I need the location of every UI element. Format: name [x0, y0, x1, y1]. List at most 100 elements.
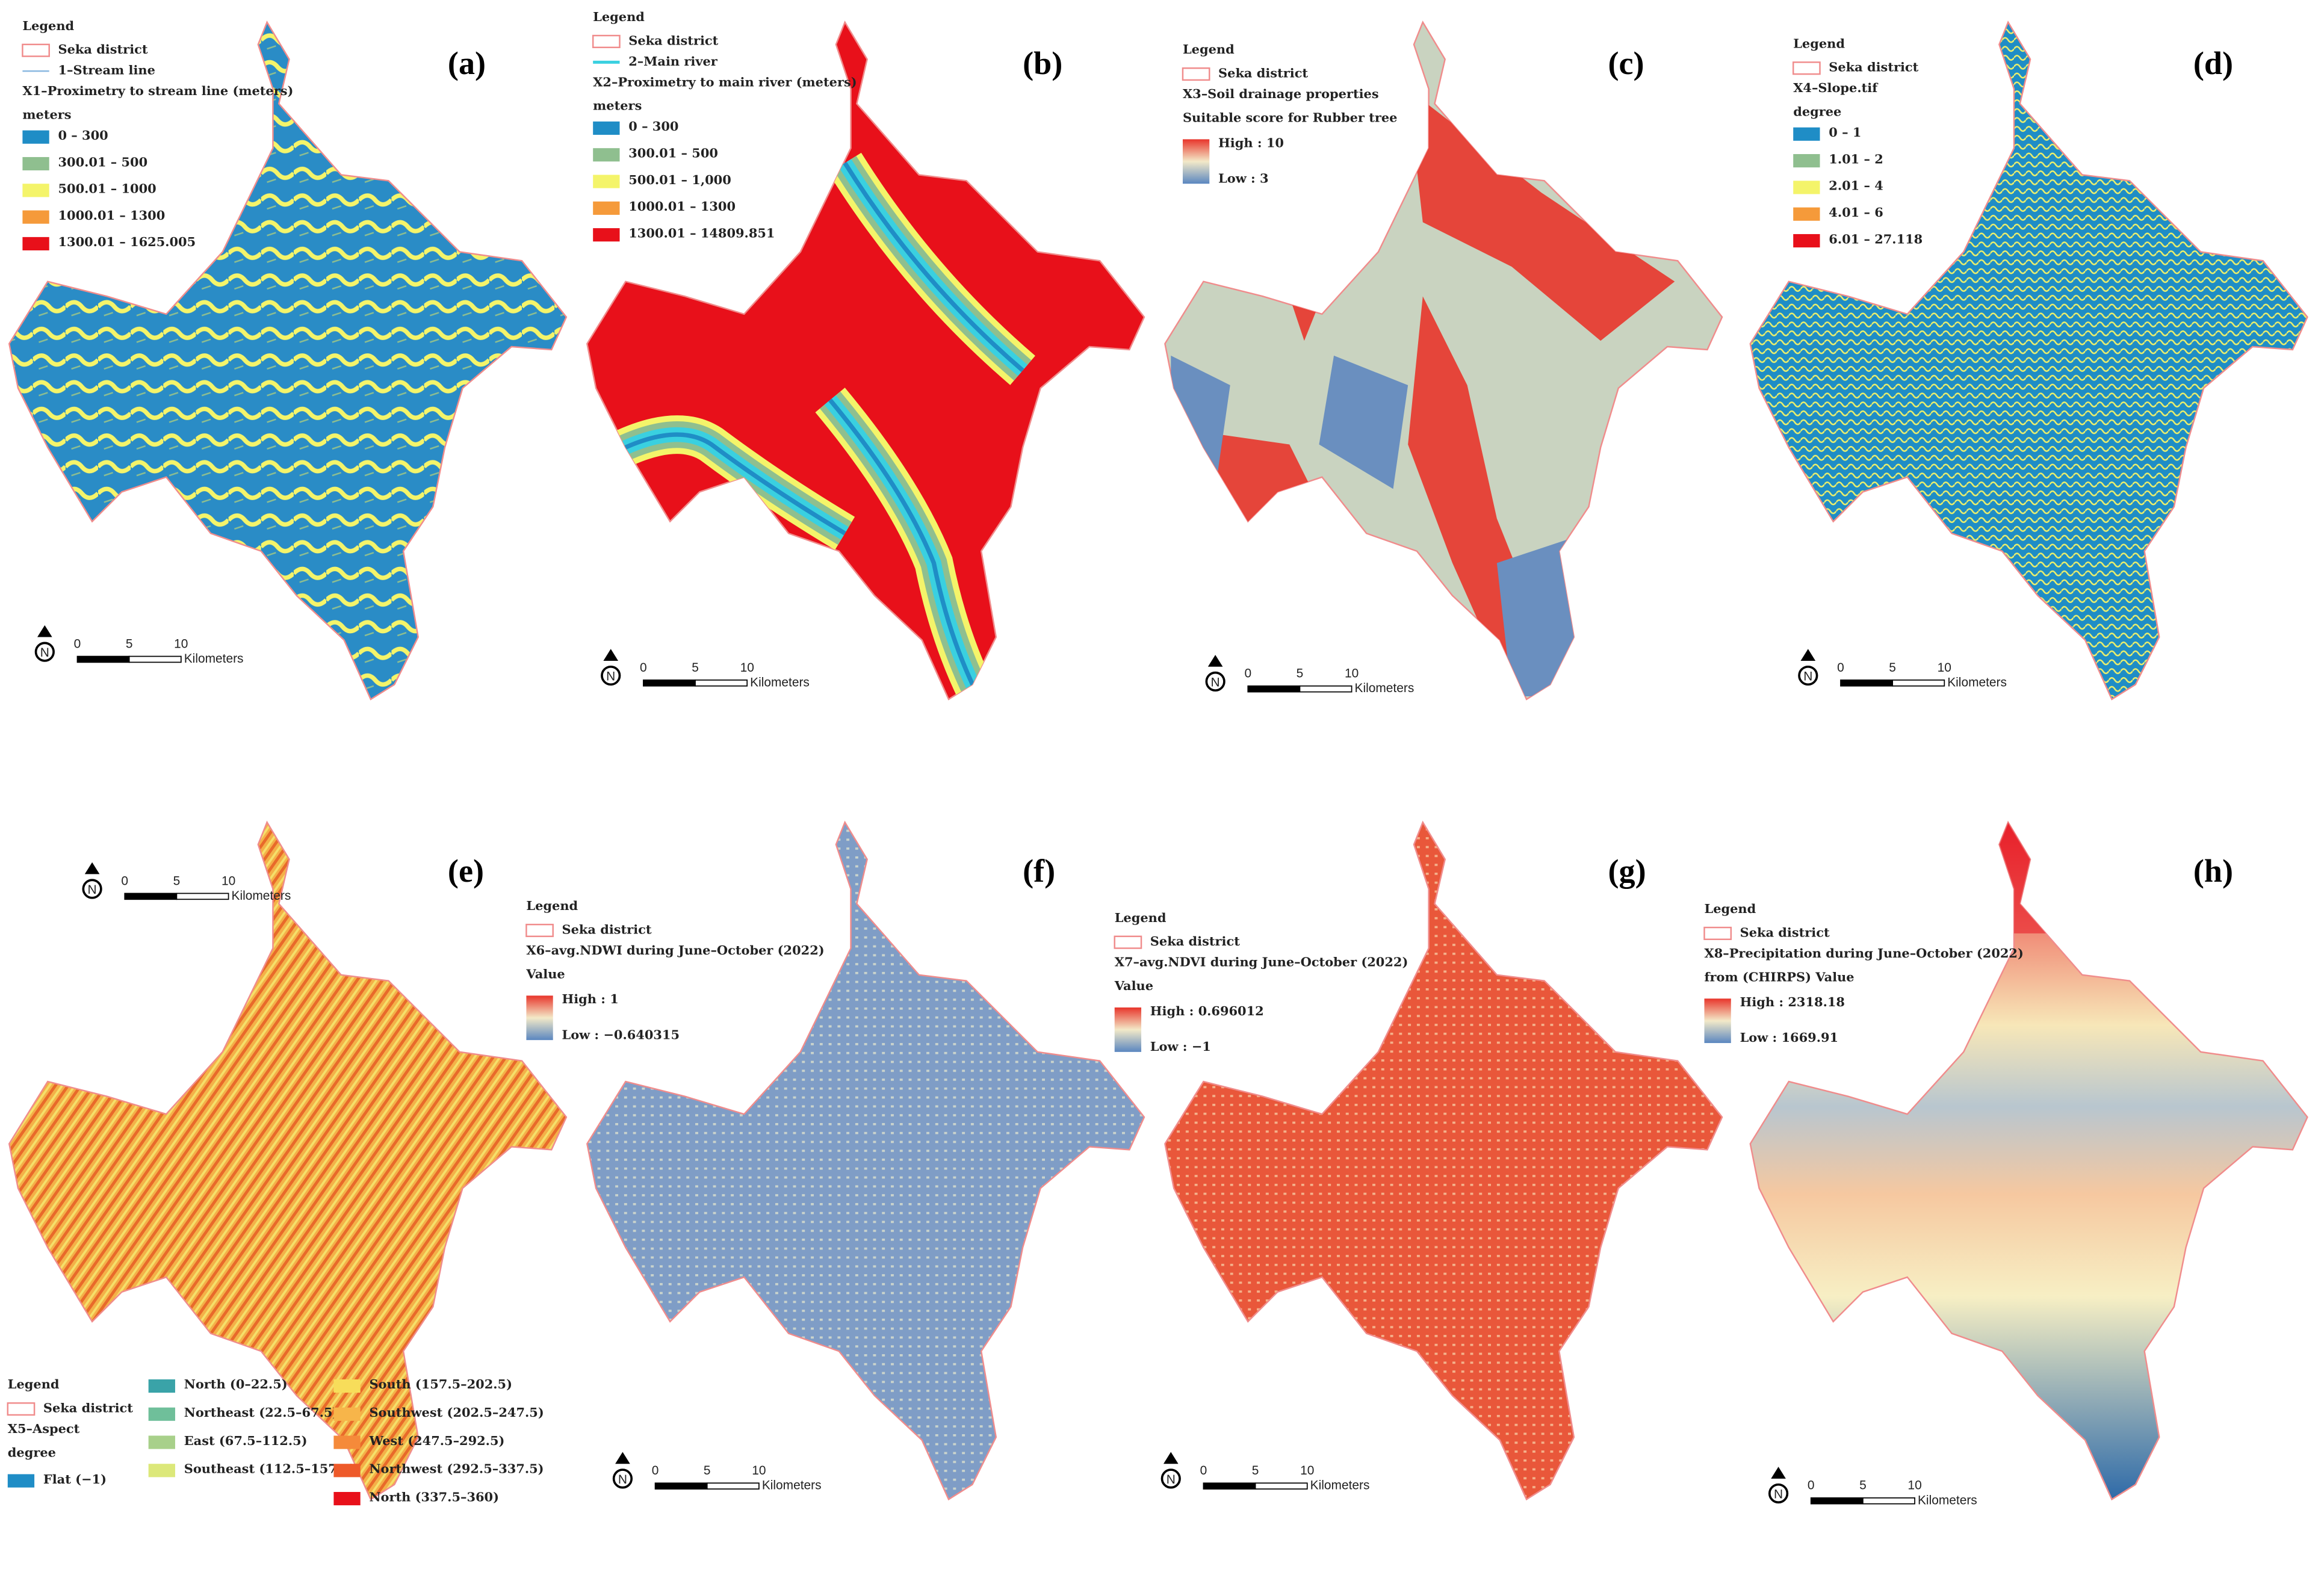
north-label: N	[1211, 675, 1220, 689]
legend-gradient	[526, 995, 553, 1041]
scale-tick: 10	[222, 874, 235, 888]
scale-segment	[1810, 1497, 1864, 1505]
legend-class: 1300.01 – 1625.005	[58, 234, 196, 249]
legend-swatch	[22, 237, 49, 251]
district-map	[8, 822, 568, 1500]
scale-segment	[1862, 1497, 1915, 1505]
legend-title: Legend	[1115, 910, 1167, 925]
north-label: N	[606, 670, 615, 684]
map-overlay	[587, 152, 1035, 699]
legend-variable: X1–Proximetry to stream line (meters)	[22, 83, 293, 98]
soil-zone	[1408, 88, 1675, 341]
legend-swatch	[22, 156, 49, 171]
legend-boundary: Seka district	[628, 32, 718, 48]
legend-boundary-swatch	[22, 43, 50, 57]
legend-variable: X6–avg.NDWI during June–October (2022)	[526, 942, 824, 958]
legend-boundary: Seka district	[1218, 66, 1308, 81]
scale-unit: Kilometers	[232, 889, 291, 903]
legend-class: 2.01 – 4	[1829, 178, 1883, 193]
legend-class: East (67.5–112.5)	[184, 1433, 308, 1448]
panel-label: (d)	[2193, 45, 2233, 81]
legend-high: High : 10	[1218, 135, 1284, 150]
scale-segment	[1299, 685, 1353, 693]
legend-swatch	[148, 1435, 175, 1449]
legend-class: Southwest (202.5–247.5)	[369, 1405, 544, 1420]
map-panel: (e) Legend Seka district X5–Aspect degree Fla…	[7, 822, 568, 1506]
legend-swatch	[22, 130, 49, 144]
legend-boundary: Seka district	[1150, 933, 1240, 949]
legend-high: High : 1	[562, 991, 618, 1006]
scale-tick: 10	[752, 1464, 766, 1478]
legend-class: 500.01 – 1000	[58, 181, 156, 196]
soil-zone	[1319, 355, 1408, 489]
legend-boundary: Seka district	[562, 921, 651, 936]
map-overlay	[1963, 822, 2053, 933]
map-panel: (b) Legend Seka district 2–Main river X2–Pro…	[586, 9, 1145, 701]
legend-class: 0 – 300	[628, 119, 678, 134]
legend-class: 300.01 – 500	[628, 146, 718, 161]
legend-title: Legend	[22, 18, 74, 33]
legend-high: High : 0.696012	[1150, 1003, 1264, 1018]
north-arrow	[615, 1452, 630, 1464]
legend-boundary-swatch	[592, 34, 621, 49]
legend-class: 500.01 – 1,000	[628, 172, 731, 187]
legend-unit: from (CHIRPS) Value	[1705, 969, 1855, 984]
north-arrow	[37, 625, 52, 637]
map-panel: (a) Legend Seka district 1–Stream line X1–Pr…	[8, 18, 568, 701]
scale-segment	[1203, 1482, 1256, 1490]
legend-class: 1300.01 – 14809.851	[628, 225, 775, 240]
scale-unit: Kilometers	[1355, 681, 1415, 695]
scale-segment	[124, 893, 178, 900]
north-label: N	[88, 883, 97, 897]
legend-boundary-swatch	[1703, 926, 1732, 940]
legend-class: North (0–22.5)	[184, 1376, 288, 1391]
legend-unit: Value	[525, 966, 565, 981]
scale-segment	[706, 1482, 760, 1490]
legend-title: Legend	[593, 9, 645, 24]
scale-tick: 10	[740, 661, 754, 675]
panel-label: (g)	[1608, 853, 1646, 889]
legend-class: Northeast (22.5–67.5)	[184, 1405, 339, 1420]
legend-title: Legend	[1183, 42, 1235, 57]
legend-swatch	[593, 148, 620, 162]
legend-title: Legend	[526, 898, 578, 913]
legend-class: 4.01 – 6	[1829, 205, 1883, 220]
scale-tick: 5	[704, 1464, 711, 1478]
legend-unit: Suitable score for Rubber tree	[1183, 110, 1398, 125]
scale-segment	[176, 893, 229, 900]
legend-unit: Value	[1114, 978, 1153, 993]
scale-unit: Kilometers	[750, 675, 810, 689]
north-arrow	[603, 649, 619, 661]
north-arrow	[1163, 1452, 1179, 1464]
legend-swatch	[22, 184, 49, 197]
scale-tick: 5	[126, 637, 133, 651]
scale-tick: 10	[1345, 667, 1359, 681]
legend-boundary: Seka district	[58, 42, 147, 57]
map-panel: (c) Legend Seka district X3–Soil drainage p…	[1164, 21, 1723, 701]
north-circle	[612, 1468, 633, 1489]
legend-class: South (157.5–202.5)	[369, 1376, 512, 1391]
scale-unit: Kilometers	[1947, 675, 2007, 689]
map-panel: (g) Legend Seka district X7–avg.NDVI during…	[1114, 822, 1723, 1500]
legend-class: 1.01 – 2	[1829, 151, 1883, 166]
legend-gradient	[1704, 998, 1731, 1044]
north-arrow	[84, 862, 100, 874]
legend-swatch	[1793, 207, 1820, 221]
legend-swatch	[333, 1379, 361, 1393]
legend-unit: meters	[22, 107, 71, 122]
legend-unit: degree	[1793, 104, 1841, 119]
panel-label: (b)	[1023, 45, 1062, 81]
scale-tick: 0	[1244, 667, 1251, 681]
panel-label: (f)	[1023, 853, 1055, 889]
legend-gradient	[1114, 1007, 1142, 1052]
north-circle	[1205, 671, 1226, 692]
legend-boundary-swatch	[525, 923, 554, 938]
panel-label: (e)	[448, 853, 484, 889]
legend-variable: X7–avg.NDVI during June–October (2022)	[1115, 955, 1408, 970]
legend-title: Legend	[8, 1376, 60, 1391]
legend-swatch	[148, 1407, 175, 1421]
legend-class: 0 – 1	[1829, 125, 1861, 140]
legend-class: Northwest (292.5–337.5)	[369, 1461, 544, 1476]
north-label: N	[1803, 670, 1812, 684]
